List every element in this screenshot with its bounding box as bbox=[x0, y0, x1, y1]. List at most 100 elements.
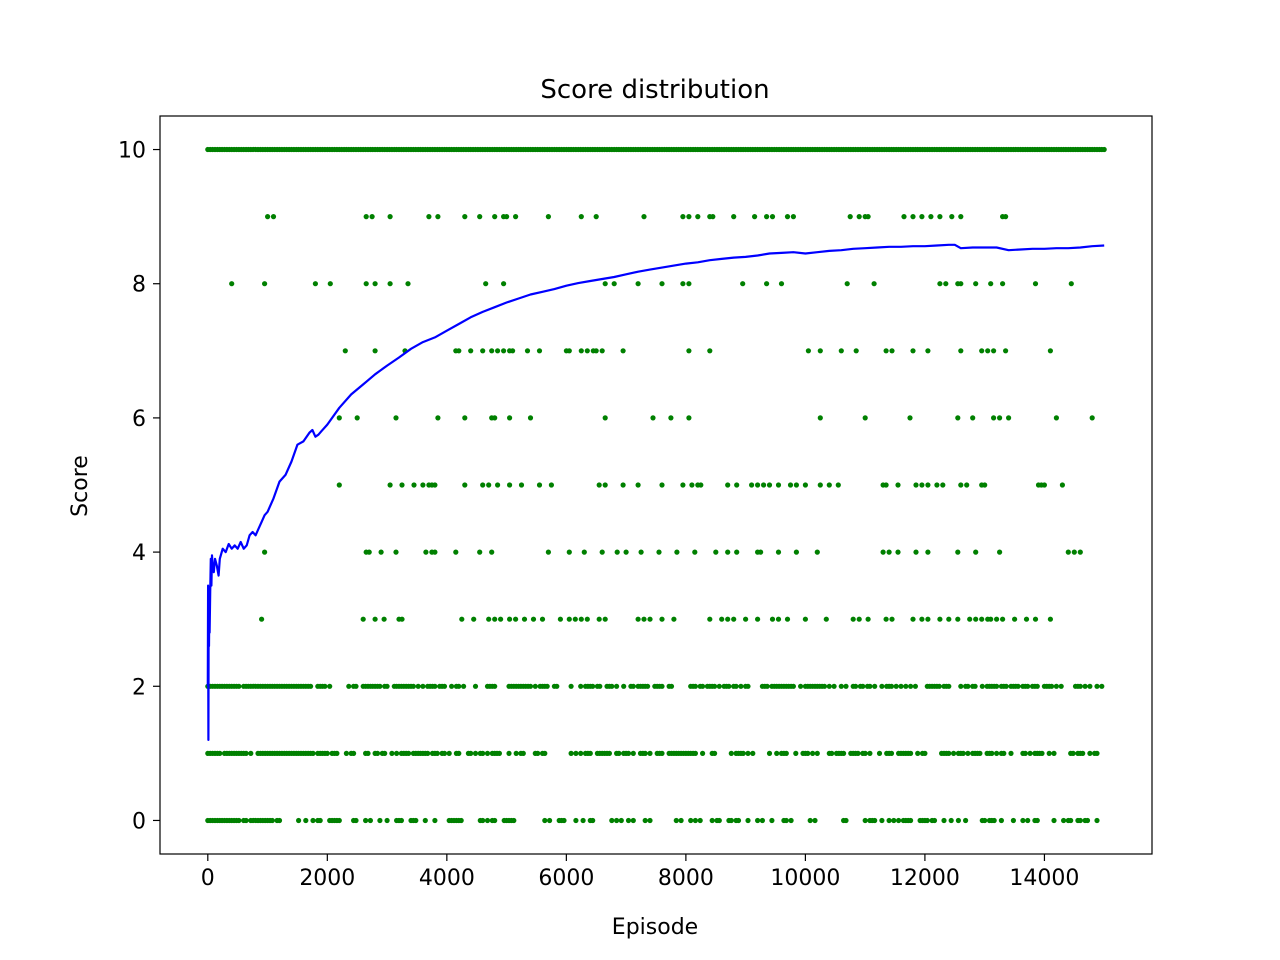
scatter-point bbox=[468, 750, 474, 757]
scatter-point bbox=[787, 482, 794, 488]
scatter-point bbox=[374, 750, 381, 757]
scatter-point bbox=[456, 750, 462, 757]
scatter-point bbox=[686, 281, 692, 287]
scatter-point bbox=[673, 817, 679, 824]
scatter-point bbox=[1077, 817, 1083, 824]
scatter-point bbox=[369, 214, 375, 220]
scatter-point bbox=[686, 415, 692, 421]
scatter-point bbox=[489, 348, 495, 354]
scatter-point bbox=[823, 616, 829, 622]
scatter-point bbox=[856, 214, 862, 220]
scatter-point bbox=[645, 683, 651, 689]
scatter-point bbox=[888, 750, 895, 757]
scatter-point bbox=[698, 482, 704, 488]
scatter-point bbox=[668, 683, 675, 689]
scatter-point bbox=[712, 683, 718, 689]
x-tick-label: 8000 bbox=[658, 866, 714, 891]
scatter-point bbox=[668, 415, 674, 421]
scatter-point bbox=[544, 683, 550, 689]
scatter-point bbox=[545, 549, 552, 555]
scatter-point bbox=[963, 817, 969, 824]
scatter-point bbox=[1084, 817, 1091, 824]
scatter-point bbox=[625, 817, 632, 824]
scatter-point bbox=[998, 817, 1005, 824]
scatter-point bbox=[985, 348, 991, 354]
scatter-point bbox=[784, 616, 791, 622]
scatter-point bbox=[513, 616, 519, 622]
scatter-point bbox=[1059, 482, 1065, 488]
scatter-point bbox=[910, 348, 916, 354]
scatter-point bbox=[590, 817, 596, 824]
scatter-point bbox=[817, 482, 823, 488]
scatter-point bbox=[951, 750, 957, 757]
scatter-point bbox=[641, 616, 647, 622]
scatter-point bbox=[432, 817, 438, 824]
scatter-point bbox=[336, 482, 342, 488]
scatter-point bbox=[764, 281, 770, 287]
scatter-point bbox=[958, 348, 964, 354]
scatter-point bbox=[908, 817, 914, 824]
scatter-point bbox=[405, 281, 411, 287]
scatter-point bbox=[769, 817, 775, 824]
scatter-point bbox=[925, 616, 931, 622]
scatter-point bbox=[458, 817, 464, 824]
scatter-point bbox=[982, 482, 988, 488]
scatter-point bbox=[955, 549, 961, 555]
scatter-point bbox=[886, 817, 892, 824]
scatter-point bbox=[934, 482, 940, 488]
scatter-point bbox=[495, 482, 501, 488]
scatter-point bbox=[853, 348, 859, 354]
scatter-point bbox=[1058, 683, 1064, 689]
scatter-point bbox=[997, 415, 1003, 421]
scatter-point bbox=[972, 683, 978, 689]
scatter-point bbox=[382, 750, 388, 757]
scatter-point bbox=[387, 482, 393, 488]
scatter-point bbox=[755, 616, 761, 622]
scatter-point bbox=[573, 817, 579, 824]
scatter-point bbox=[521, 616, 528, 622]
y-axis-label: Score bbox=[68, 455, 93, 517]
scatter-point bbox=[783, 750, 789, 757]
scatter-point bbox=[759, 817, 766, 824]
scatter-point bbox=[599, 348, 605, 354]
scatter-point bbox=[680, 214, 686, 220]
scatter-point bbox=[351, 750, 357, 757]
scatter-point bbox=[817, 348, 823, 354]
scatter-point bbox=[354, 415, 360, 421]
scatter-series-score-1 bbox=[205, 750, 1100, 757]
scatter-point bbox=[910, 616, 916, 622]
scatter-point bbox=[805, 750, 811, 757]
scatter-point bbox=[734, 482, 740, 488]
scatter-point bbox=[733, 683, 739, 689]
scatter-point bbox=[946, 750, 952, 757]
scatter-point bbox=[342, 348, 348, 354]
scatter-point bbox=[539, 616, 546, 622]
scatter-point bbox=[919, 616, 925, 622]
scatter-point bbox=[393, 549, 399, 555]
scatter-point bbox=[936, 683, 942, 689]
scatter-point bbox=[630, 750, 636, 757]
scatter-series-score-5 bbox=[336, 482, 1065, 488]
scatter-point bbox=[867, 683, 873, 689]
scatter-point bbox=[1099, 683, 1105, 689]
scatter-point bbox=[973, 549, 979, 555]
scatter-point bbox=[778, 281, 785, 287]
scatter-point bbox=[596, 616, 602, 622]
scatter-point bbox=[243, 750, 249, 757]
scatter-point bbox=[456, 348, 462, 354]
scatter-point bbox=[896, 817, 902, 824]
scatter-point bbox=[461, 683, 467, 689]
scatter-point bbox=[377, 817, 383, 824]
scatter-point bbox=[547, 817, 553, 824]
chart-title: Score distribution bbox=[540, 75, 769, 105]
scatter-point bbox=[647, 817, 653, 824]
y-tick-label: 0 bbox=[132, 809, 146, 834]
scatter-point bbox=[484, 817, 491, 824]
scatter-point bbox=[1003, 214, 1009, 220]
scatter-point bbox=[535, 750, 541, 757]
scatter-point bbox=[783, 817, 789, 824]
scatter-point bbox=[712, 750, 718, 757]
scatter-point bbox=[790, 683, 797, 689]
scatter-point bbox=[788, 817, 794, 824]
